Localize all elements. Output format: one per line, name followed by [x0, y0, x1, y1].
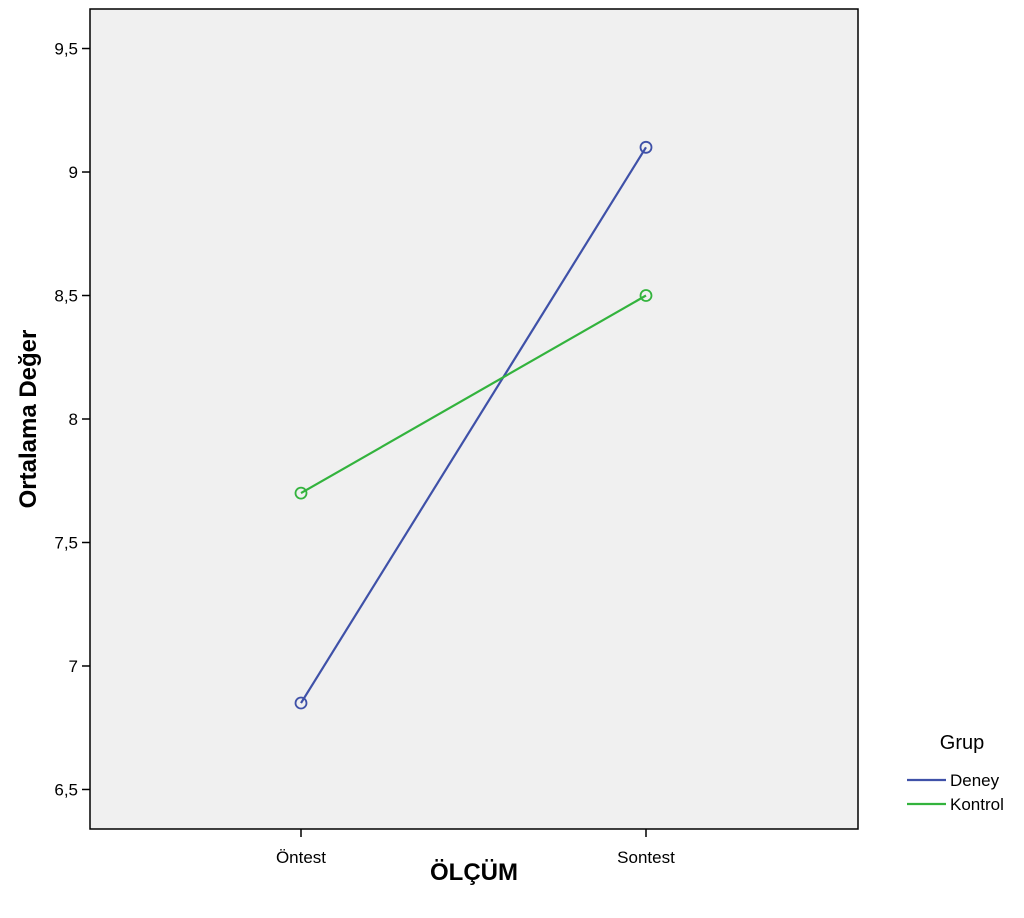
y-axis-title: Ortalama Değer [15, 330, 42, 509]
x-tick-label: Öntest [276, 848, 326, 867]
data-point-kontrol [294, 486, 308, 500]
legend-title: Grup [940, 732, 984, 754]
series-line-deney [300, 146, 647, 704]
legend-label-kontrol: Kontrol [950, 795, 1004, 814]
y-tick-label: 6,5 [54, 780, 78, 799]
y-tick-label: 7,5 [54, 533, 78, 552]
y-axis: 6,5 7 7,5 8 8,5 9 9,5 [54, 40, 90, 799]
x-axis: Öntest Sontest [276, 829, 675, 867]
legend: Grup Deney Kontrol [907, 732, 1004, 814]
y-tick-label: 9 [69, 163, 78, 182]
legend-items: Deney Kontrol [907, 771, 1004, 814]
x-axis-title: ÖLÇÜM [430, 859, 518, 886]
series-line-kontrol [300, 294, 647, 495]
series-layer [294, 140, 653, 710]
y-tick-label: 8,5 [54, 287, 78, 306]
plot-area [89, 8, 859, 830]
y-tick-label: 9,5 [54, 40, 78, 59]
y-tick-label: 7 [69, 657, 78, 676]
legend-label-deney: Deney [950, 771, 1000, 790]
data-point-deney [639, 140, 653, 154]
x-tick-label: Sontest [617, 848, 675, 867]
data-point-kontrol [639, 289, 653, 302]
data-point-deney [294, 696, 308, 710]
y-tick-label: 8 [69, 410, 78, 429]
